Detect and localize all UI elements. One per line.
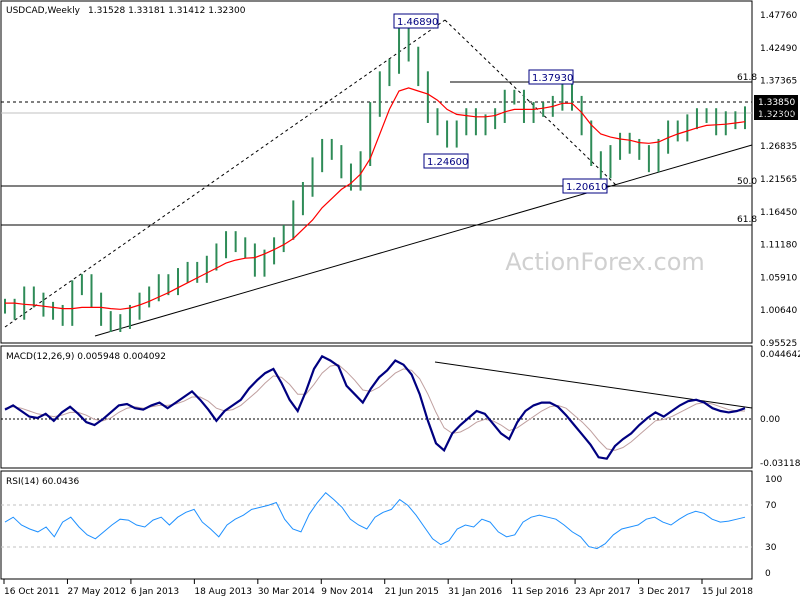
swing-label-mid-high: 1.37930 xyxy=(528,69,574,85)
svg-text:1.33850: 1.33850 xyxy=(758,98,795,108)
rsi-panel xyxy=(0,470,753,580)
y-tick-label: 1.42490 xyxy=(760,44,797,54)
x-tick-label: 27 May 2012 xyxy=(67,587,126,597)
x-axis: 16 Oct 2011 27 May 2012 6 Jan 2013 18 Aug 2… xyxy=(3,579,753,597)
rsi-line xyxy=(4,491,746,550)
y-tick-label: 1.00640 xyxy=(760,306,797,316)
rsi-series xyxy=(4,491,746,550)
y-tick-label: 0.00 xyxy=(760,415,780,425)
macd-panel xyxy=(0,345,753,469)
x-tick-label: 30 Mar 2014 xyxy=(258,587,315,597)
x-tick-label: 9 Nov 2014 xyxy=(321,587,373,597)
moving-average-line xyxy=(5,87,746,310)
x-tick-label: 23 Apr 2017 xyxy=(575,587,631,597)
macd-signal-line xyxy=(4,364,745,451)
y-tick-label: 1.32300 xyxy=(760,109,797,119)
price-marker-current: 1.32300 xyxy=(754,107,798,120)
ohlc-label: 1.31528 1.33181 1.31412 1.32300 xyxy=(88,6,246,16)
macd-series xyxy=(4,354,746,460)
watermark: ActionForex.com xyxy=(505,248,705,276)
x-tick-label: 6 Jan 2013 xyxy=(131,587,179,597)
retracement-label-low: 61.8 xyxy=(737,215,757,225)
y-tick-label: 0 xyxy=(765,569,771,579)
svg-text:1.24600: 1.24600 xyxy=(427,157,468,168)
x-tick-label: 3 Dec 2017 xyxy=(639,587,691,597)
price-panel xyxy=(0,0,753,344)
y-tick-label: 1.21565 xyxy=(760,175,797,185)
y-tick-label: 1.47760 xyxy=(760,11,797,21)
x-tick-label: 31 Jan 2016 xyxy=(448,587,502,597)
x-tick-label: 16 Oct 2011 xyxy=(4,587,60,597)
y-tick-label: 1.26835 xyxy=(760,142,797,152)
y-tick-label: 1.37365 xyxy=(760,77,797,87)
y-tick-label: -0.031183 xyxy=(760,459,800,469)
swing-label-2017-low: 1.20610 xyxy=(562,178,608,194)
swing-label-2016-low: 1.24600 xyxy=(423,153,469,169)
y-tick-label: 0.044642 xyxy=(760,350,800,360)
y-tick-label: 70 xyxy=(765,501,777,511)
rsi-title: RSI(14) 60.0436 xyxy=(6,477,79,487)
support-trendline xyxy=(94,144,753,337)
price-series xyxy=(4,28,746,333)
x-tick-label: 18 Aug 2013 xyxy=(194,587,252,597)
symbol-label: USDCAD,Weekly xyxy=(6,6,81,16)
y-tick-label: 1.11180 xyxy=(760,241,797,251)
price-marker-resistance: 1.33850 xyxy=(754,95,798,108)
y-tick-label: 1.16450 xyxy=(760,208,797,218)
macd-title: MACD(12,26,9) 0.005948 0.004092 xyxy=(6,352,166,362)
trendlines xyxy=(1,19,753,548)
price-y-axis: 1.47760 1.42490 1.37365 1.32300 1.26835 1.215… xyxy=(760,11,797,349)
y-tick-label: 1.05910 xyxy=(760,273,797,283)
y-tick-label: 0.95525 xyxy=(760,339,797,349)
svg-text:1.20610: 1.20610 xyxy=(566,182,607,193)
y-tick-label: 30 xyxy=(765,543,777,553)
dashed-decline-trendline xyxy=(444,19,618,187)
rsi-y-axis: 100 70 30 0 xyxy=(765,475,782,579)
retracement-label-mid: 50.0 xyxy=(737,177,757,187)
macd-line xyxy=(4,354,746,460)
svg-text:1.37930: 1.37930 xyxy=(532,73,573,84)
x-tick-label: 11 Sep 2016 xyxy=(512,587,569,597)
svg-text:1.46890: 1.46890 xyxy=(397,17,438,28)
y-tick-label: 100 xyxy=(765,475,782,485)
swing-label-high: 1.46890 xyxy=(393,13,439,29)
x-tick-label: 21 Jun 2015 xyxy=(385,587,439,597)
svg-text:1.32300: 1.32300 xyxy=(758,110,795,120)
x-tick-label: 15 Jul 2018 xyxy=(702,587,753,597)
retracement-label-top: 61.8 xyxy=(737,73,757,83)
macd-y-axis: 0.044642 0.00 -0.031183 xyxy=(760,350,800,469)
